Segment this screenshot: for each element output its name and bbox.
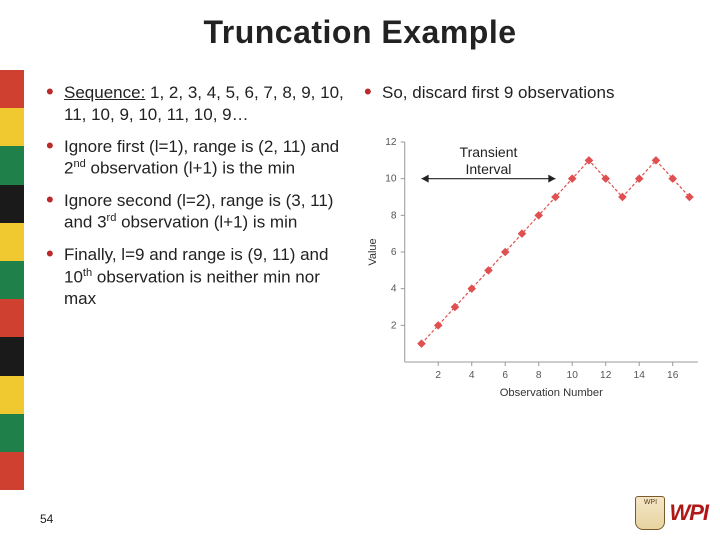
shield-icon: WPI xyxy=(635,496,665,530)
svg-text:8: 8 xyxy=(536,370,542,381)
svg-text:14: 14 xyxy=(634,370,646,381)
sidebar-segment xyxy=(0,414,24,452)
decorative-sidebar xyxy=(0,70,24,490)
sidebar-segment xyxy=(0,299,24,337)
svg-text:Value: Value xyxy=(367,238,379,265)
sidebar-segment xyxy=(0,376,24,414)
sidebar-segment xyxy=(0,337,24,375)
svg-text:6: 6 xyxy=(391,247,397,258)
bullet-item: Sequence: 1, 2, 3, 4, 5, 6, 7, 8, 9, 10,… xyxy=(44,82,350,126)
wpi-text: WPI xyxy=(669,500,708,526)
sidebar-segment xyxy=(0,146,24,184)
content-columns: Sequence: 1, 2, 3, 4, 5, 6, 7, 8, 9, 10,… xyxy=(44,82,708,510)
left-bullet-list: Sequence: 1, 2, 3, 4, 5, 6, 7, 8, 9, 10,… xyxy=(44,82,350,310)
slide-title: Truncation Example xyxy=(0,14,720,51)
svg-text:10: 10 xyxy=(567,370,579,381)
svg-text:6: 6 xyxy=(502,370,508,381)
sidebar-segment xyxy=(0,108,24,146)
svg-text:4: 4 xyxy=(391,283,397,294)
bullet-item: Ignore second (l=2), range is (3, 11) an… xyxy=(44,190,350,234)
bullet-item: Finally, l=9 and range is (9, 11) and 10… xyxy=(44,244,350,310)
chart-container: 2 4 6 8 10 12 14 16 2 4 6 8 10 12 Observation Number Va… xyxy=(362,132,708,402)
bullet-item: So, discard first 9 observations xyxy=(362,82,708,104)
svg-text:10: 10 xyxy=(385,173,397,184)
sidebar-segment xyxy=(0,452,24,490)
sidebar-segment xyxy=(0,185,24,223)
svg-text:12: 12 xyxy=(600,370,612,381)
sidebar-segment xyxy=(0,70,24,108)
transient-interval-label: TransientInterval xyxy=(460,144,518,176)
sidebar-segment xyxy=(0,261,24,299)
wpi-logo: WPI WPI xyxy=(635,496,708,530)
svg-text:4: 4 xyxy=(469,370,475,381)
svg-text:16: 16 xyxy=(667,370,679,381)
line-chart: 2 4 6 8 10 12 14 16 2 4 6 8 10 12 Observation Number Va… xyxy=(362,132,708,402)
right-column: So, discard first 9 observations 2 4 6 8 10 1… xyxy=(356,82,708,510)
page-number: 54 xyxy=(40,512,53,526)
svg-text:12: 12 xyxy=(385,137,397,148)
right-bullet-list: So, discard first 9 observations xyxy=(362,82,708,114)
svg-text:2: 2 xyxy=(391,320,397,331)
svg-text:8: 8 xyxy=(391,210,397,221)
sidebar-segment xyxy=(0,223,24,261)
svg-text:2: 2 xyxy=(435,370,441,381)
bullet-item: Ignore first (l=1), range is (2, 11) and… xyxy=(44,136,350,180)
svg-text:Observation Number: Observation Number xyxy=(500,387,603,399)
left-column: Sequence: 1, 2, 3, 4, 5, 6, 7, 8, 9, 10,… xyxy=(44,82,356,510)
